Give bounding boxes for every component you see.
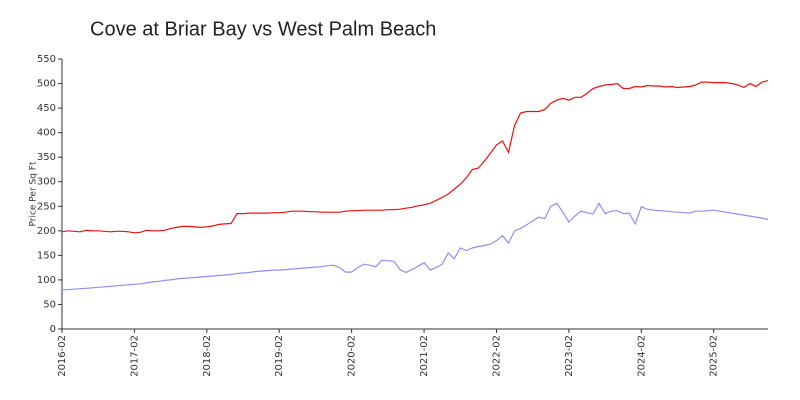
y-tick-label: 50 (43, 299, 56, 310)
y-tick-label: 250 (37, 201, 56, 212)
y-tick-label: 350 (37, 152, 56, 163)
x-tick-label: 2017-02 (129, 335, 140, 377)
x-tick-label: 2021-02 (419, 335, 430, 377)
y-tick-label: 150 (37, 250, 56, 261)
x-tick-label: 2018-02 (202, 335, 213, 377)
y-tick-label: 100 (37, 275, 56, 286)
chart-title: Cove at Briar Bay vs West Palm Beach (90, 18, 436, 40)
x-tick-label: 2016-02 (57, 335, 68, 377)
y-tick-label: 300 (37, 177, 56, 188)
x-tick-label: 2023-02 (564, 335, 575, 377)
y-tick-label: 450 (37, 103, 56, 114)
x-tick-label: 2020-02 (347, 335, 358, 377)
y-tick-label: 550 (37, 54, 56, 65)
x-tick-label: 2022-02 (491, 335, 502, 377)
y-tick-label: 400 (37, 128, 56, 139)
series-line (61, 80, 769, 234)
y-tick-label: 200 (37, 226, 56, 237)
series-line (62, 202, 769, 291)
y-tick-label: 0 (50, 324, 56, 335)
y-axis-label: Price Per Sq Ft (29, 161, 39, 226)
x-tick-label: 2019-02 (274, 335, 285, 377)
x-tick-label: 2025-02 (709, 335, 720, 377)
x-tick-label: 2024-02 (636, 335, 647, 377)
y-tick-label: 500 (37, 79, 56, 90)
